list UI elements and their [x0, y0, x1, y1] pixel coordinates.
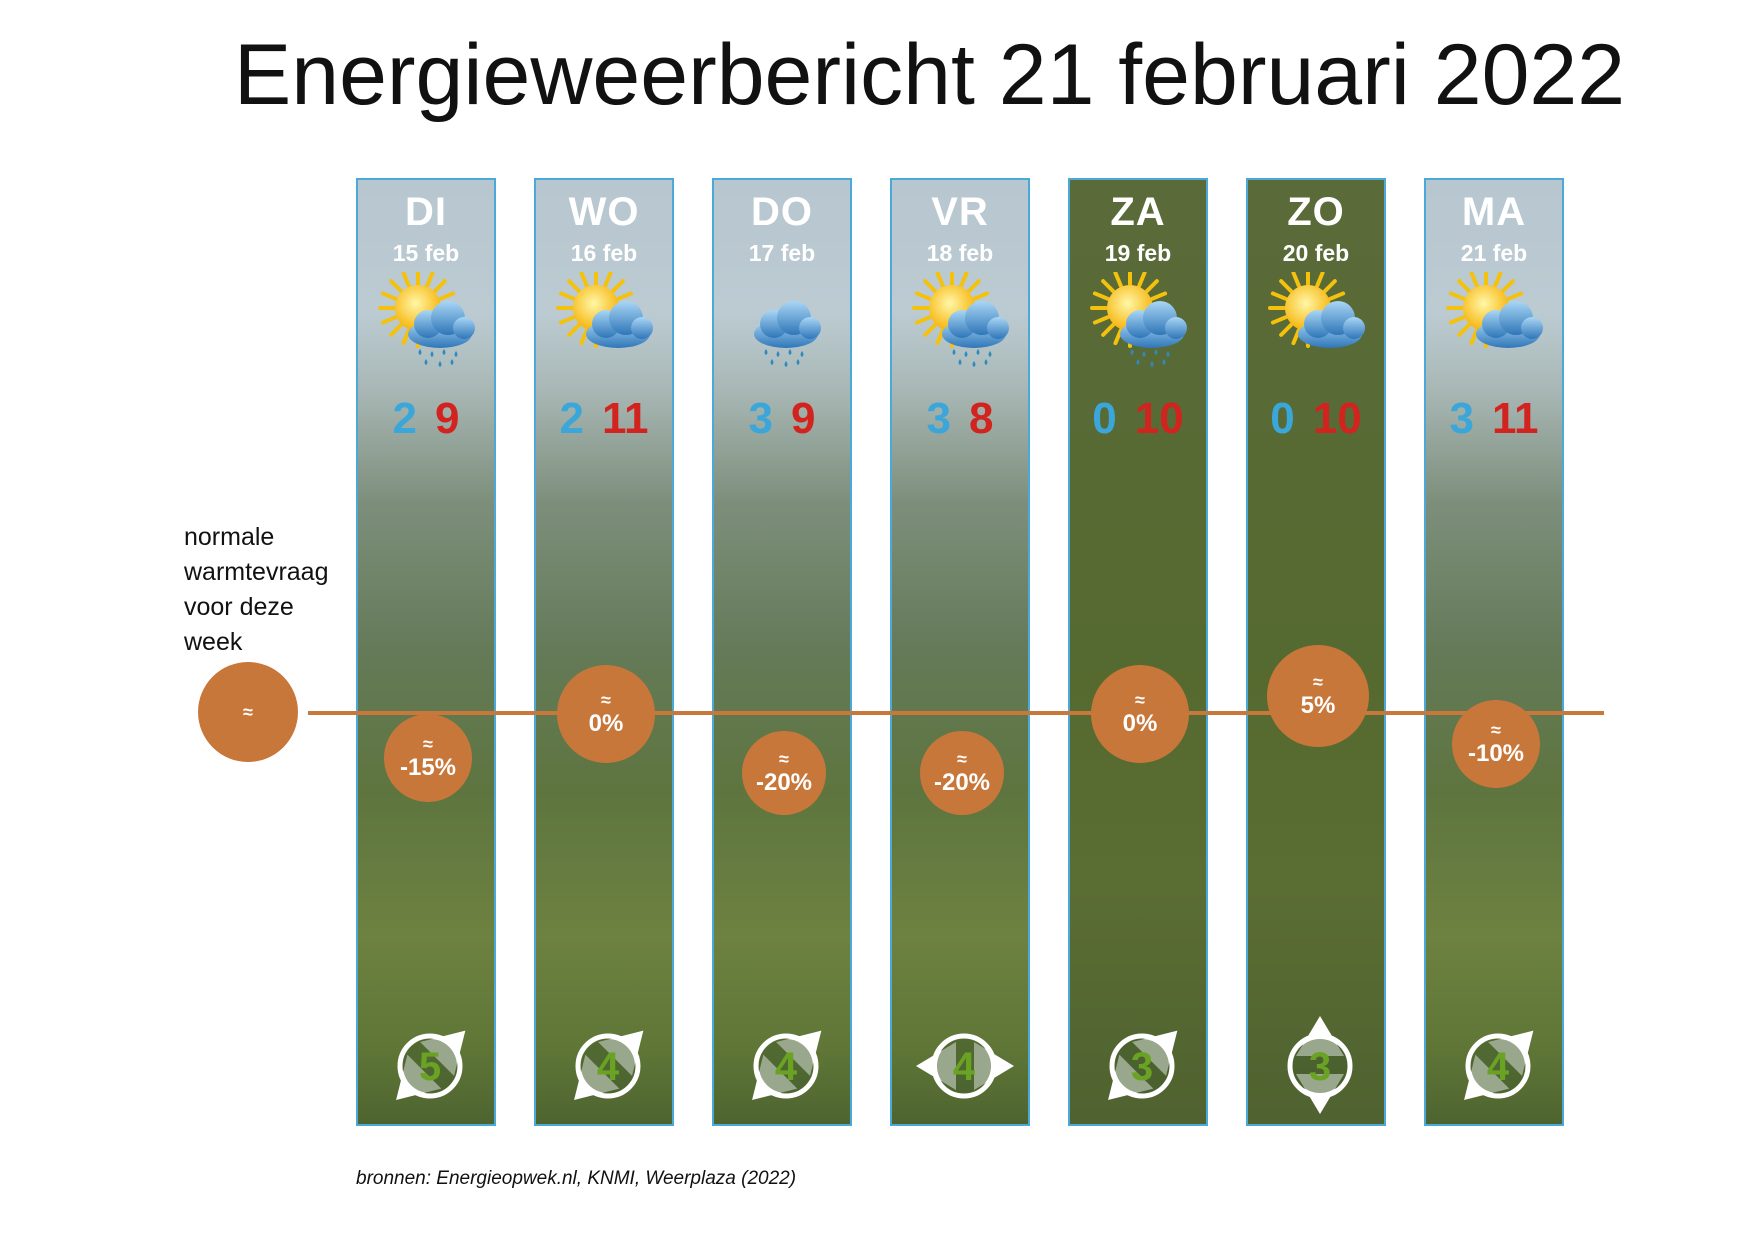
day-name: DO — [751, 190, 813, 234]
page-title: Energieweerbericht 21 februari 2022 — [233, 27, 1626, 123]
temp-max: 9 — [791, 394, 816, 443]
sun-cloud-icon — [556, 272, 653, 348]
temp-max: 10 — [1312, 394, 1362, 443]
normal-label-line: warmtevraag — [184, 558, 329, 586]
wind-direction-icon: 4 — [752, 1030, 822, 1100]
day-name: MA — [1461, 190, 1527, 234]
day-name: ZA — [1110, 190, 1166, 234]
demand-bubble: ≈ -10% — [1452, 700, 1540, 788]
day-column-vr: VR 18 feb 3 8 4 — [890, 178, 1030, 1126]
approx-symbol: ≈ — [1491, 720, 1501, 740]
temp-max: 11 — [1491, 394, 1539, 443]
day-date: 18 feb — [926, 240, 994, 266]
temp-min: 0 — [1092, 394, 1117, 443]
approx-symbol: ≈ — [423, 734, 433, 754]
demand-bubble: ≈0% — [557, 665, 655, 763]
approx-symbol: ≈ — [779, 749, 789, 769]
demand-percentage: 5% — [1300, 692, 1336, 719]
temp-min: 2 — [392, 394, 417, 443]
temp-min: 3 — [926, 394, 951, 443]
day-column-ma: MA 21 feb 3 11 4 — [1424, 178, 1564, 1126]
temp-max: 11 — [601, 394, 649, 443]
day-date: 21 feb — [1460, 240, 1528, 266]
demand-bubble: ≈0% — [1091, 665, 1189, 763]
temp-max: 9 — [435, 394, 460, 443]
temp-min: 3 — [1449, 394, 1474, 443]
demand-bubble: ≈ -15% — [384, 714, 472, 802]
sun-cloud-rain-icon — [378, 272, 475, 367]
approx-symbol: ≈ — [1135, 690, 1145, 710]
demand-bubble: ≈5% — [1267, 645, 1369, 747]
demand-bubble: ≈ -20% — [742, 731, 826, 815]
svg-text:4: 4 — [597, 1045, 620, 1089]
sun-cloud-icon — [1446, 272, 1543, 348]
svg-text:5: 5 — [419, 1045, 441, 1089]
approx-symbol: ≈ — [243, 702, 253, 722]
day-column-do: DO 17 feb 3 9 4 — [712, 178, 852, 1126]
temp-min: 0 — [1270, 394, 1295, 443]
temp-max: 8 — [969, 394, 994, 443]
wind-direction-icon: 4 — [916, 1033, 1014, 1099]
demand-percentage: -20% — [755, 769, 813, 796]
day-date: 19 feb — [1104, 240, 1172, 266]
normal-label-line: week — [184, 628, 243, 656]
wind-direction-icon: 3 — [1287, 1016, 1353, 1114]
svg-text:4: 4 — [775, 1045, 798, 1089]
demand-bubble: ≈ -20% — [920, 731, 1004, 815]
temperatures: 2 11 — [536, 394, 672, 444]
day-date: 15 feb — [392, 240, 460, 266]
day-column-di: DI 15 feb 2 9 5 — [356, 178, 496, 1126]
demand-percentage: 0% — [1122, 710, 1158, 737]
svg-text:3: 3 — [1309, 1045, 1331, 1089]
day-date: 16 feb — [570, 240, 638, 266]
normal-demand-bubble: ≈ — [198, 662, 298, 762]
approx-symbol: ≈ — [1313, 672, 1323, 692]
demand-percentage: -20% — [933, 769, 991, 796]
temperatures: 0 10 — [1070, 394, 1206, 444]
normal-label-line: voor deze — [184, 593, 294, 621]
wind-direction-icon: 3 — [1108, 1030, 1178, 1100]
approx-symbol: ≈ — [957, 749, 967, 769]
cloud-rain-icon — [754, 301, 821, 367]
wind-direction-icon: 5 — [396, 1030, 466, 1100]
wind-direction-icon: 4 — [574, 1030, 644, 1100]
day-column-za: ZA 19 feb 0 10 3 — [1068, 178, 1208, 1126]
sun-cloud-rain-icon — [912, 272, 1009, 367]
normal-label-line: normale — [184, 523, 275, 551]
day-column-zo: ZO 20 feb 0 10 3 — [1246, 178, 1386, 1126]
day-name: WO — [568, 190, 640, 234]
wind-direction-icon: 4 — [1464, 1030, 1534, 1100]
normal-demand-label: normale warmtevraag voor deze week — [184, 520, 329, 660]
approx-symbol: ≈ — [601, 690, 611, 710]
temp-min: 2 — [559, 394, 584, 443]
demand-percentage: -10% — [1467, 740, 1525, 767]
day-column-wo: WO 16 feb 2 11 4 — [534, 178, 674, 1126]
day-name: ZO — [1287, 190, 1345, 234]
source-note: bronnen: Energieopwek.nl, KNMI, Weerplaz… — [356, 1168, 797, 1189]
svg-text:3: 3 — [1131, 1045, 1153, 1089]
temperatures: 3 11 — [1426, 394, 1562, 444]
svg-text:4: 4 — [953, 1045, 976, 1089]
temp-max: 10 — [1134, 394, 1184, 443]
demand-percentage: -15% — [399, 754, 457, 781]
normal-demand-line — [308, 711, 1604, 715]
day-date: 20 feb — [1282, 240, 1350, 266]
day-date: 17 feb — [748, 240, 816, 266]
temp-min: 3 — [748, 394, 773, 443]
demand-percentage: 0% — [588, 710, 624, 737]
sun-cloud-rain-icon — [1090, 272, 1187, 367]
sun-cloud-icon — [1268, 272, 1365, 348]
svg-text:4: 4 — [1487, 1045, 1510, 1089]
temperatures: 0 10 — [1248, 394, 1384, 444]
day-name: DI — [405, 190, 447, 234]
day-name: VR — [931, 190, 989, 234]
